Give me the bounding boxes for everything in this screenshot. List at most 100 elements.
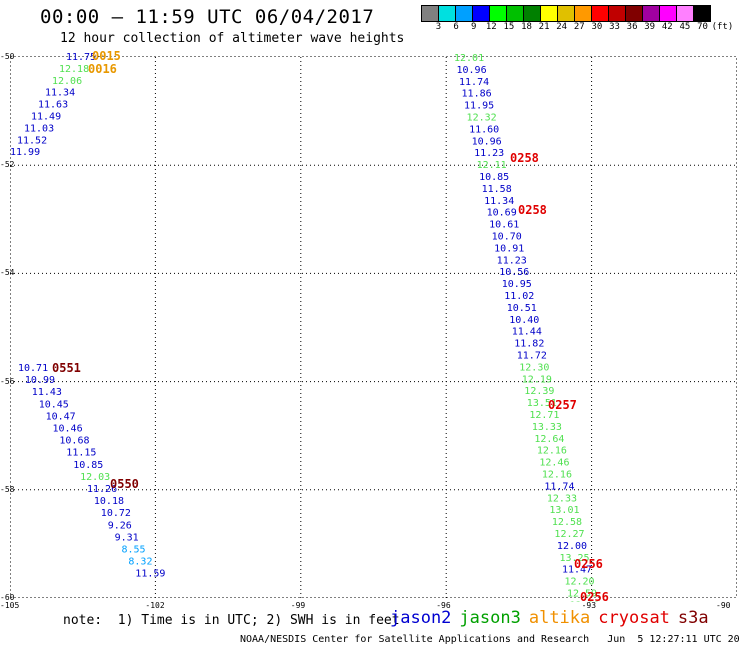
pass-time-label: 0257 [548,398,577,412]
wave-height-label: 10.69 [487,208,517,219]
y-tick-label: -54 [0,268,15,278]
wave-height-label: 13.51 [527,398,557,409]
wave-height-label: 9.31 [115,532,139,543]
wave-height-label: 12.30 [519,362,549,373]
wave-height-label: 10.40 [509,315,539,326]
wave-height-label: 10.18 [94,496,124,507]
footnote: note: 1) Time is in UTC; 2) SWH is in fe… [63,613,400,628]
x-tick-label: -90 [716,601,731,610]
wave-height-label: 10.56 [499,267,529,278]
pass-time-label: 0256 [574,557,603,571]
wave-height-label: 12.18 [59,64,89,75]
y-tick-label: -52 [0,160,15,170]
y-tick-label: -60 [0,593,15,602]
wave-height-label: 11.15 [66,448,96,459]
x-tick-label: -93 [581,601,597,610]
scale-label: 42 [661,22,673,32]
wave-height-label: 12.16 [542,470,572,481]
wave-height-label: 11.95 [464,101,494,112]
wave-height-label: 11.59 [135,569,165,580]
wave-height-label: 12.27 [554,529,584,540]
wave-height-label: 12.46 [539,458,569,469]
x-tick-label: -102 [145,601,165,610]
wave-height-label: 12.19 [522,374,552,385]
wave-height-label: 12.11 [477,160,507,171]
pass-time-label: 0550 [110,477,139,491]
wave-height-label: 10.51 [507,303,537,314]
wave-height-label: 10.85 [479,172,509,183]
legend-item-altika: altika [528,608,591,628]
plot-grid [10,56,737,598]
wave-height-label: 9.26 [108,520,132,531]
wave-height-label: 11.34 [45,88,75,99]
scale-label: 27 [573,22,585,32]
scale-label: 45 [679,22,691,32]
scale-label: 15 [503,22,515,32]
wave-height-label: 13.25 [559,553,589,564]
wave-height-label: 10.91 [494,243,524,254]
color-scale [421,5,711,22]
wave-height-label: 12.03 [80,472,110,483]
wave-height-label: 11.02 [504,291,534,302]
wave-height-label: 11.58 [482,184,512,195]
legend-item-cryosat: cryosat [598,608,670,628]
wave-height-label: 11.74 [544,481,574,492]
scale-label: 21 [538,22,550,32]
scale-label: 30 [591,22,603,32]
wave-height-label: 10.99 [25,375,55,386]
page-subtitle: 12 hour collection of altimeter wave hei… [60,31,405,46]
scale-label: 6 [453,22,459,32]
scale-label: 18 [521,22,532,32]
plot-frame [10,56,737,598]
pass-time-label: 0258 [518,203,547,217]
wave-height-label: 11.63 [38,100,68,111]
wave-height-label: 12.20 [564,577,594,588]
wave-height-label: 11.82 [514,339,544,350]
satellite-legend: jason2 jason3 altika cryosat s3a [390,608,717,628]
wave-height-label: 8.55 [122,545,146,556]
wave-height-label: 11.23 [497,255,527,266]
scale-label: 9 [470,22,477,32]
wave-height-label: 11.47 [562,565,592,576]
pass-time-label: 0016 [88,62,117,76]
pass-time-label: 0256 [580,590,609,602]
wave-height-label: 11.49 [31,112,61,123]
wave-height-label: 12.58 [552,517,582,528]
wave-height-label: 11.03 [24,123,54,134]
wave-height-plot: 11.7512.1812.0611.3411.6311.4911.0311.52… [10,49,737,602]
wave-height-label: 11.99 [10,147,40,158]
plot-marks: 11.7512.1812.0611.3411.6311.4911.0311.52… [10,49,609,602]
wave-height-label: 12.00 [557,541,587,552]
credit-line: NOAA/NESDIS Center for Satellite Applica… [240,634,740,645]
wave-height-label: 11.23 [474,148,504,159]
scale-label: 3 [435,22,442,32]
scale-label: 39 [644,22,656,32]
wave-height-label: 12.33 [547,493,577,504]
wave-height-label: 12.71 [529,410,559,421]
pass-time-label: 0015 [92,49,121,63]
color-scale-labels: 3 6 9 12 15 18 21 24 27 30 33 36 39 42 45 70 (ft) [422,22,740,34]
wave-height-label: 11.43 [32,387,62,398]
wave-height-label: 10.70 [492,232,522,243]
wave-height-label: 11.74 [459,77,489,88]
wave-height-label: 10.96 [457,65,487,76]
wave-height-label: 10.96 [472,136,502,147]
scale-label: 70 [697,22,708,32]
y-tick-label: -50 [0,52,15,61]
scale-label: (ft) [711,22,734,32]
pass-time-label: 0551 [52,361,81,375]
pass-time-label: 0258 [510,151,539,165]
wave-height-label: 13.01 [549,505,579,516]
wave-height-label: 12.16 [537,446,567,457]
wave-height-label: 10.85 [73,460,103,471]
wave-height-label: 10.71 [18,363,48,374]
wave-height-label: 10.68 [59,436,89,447]
wave-height-label: 11.72 [517,351,547,362]
scale-label: 36 [626,22,638,32]
wave-height-label: 11.44 [512,327,542,338]
wave-height-label: 11.60 [469,124,499,135]
wave-height-label: 12.09 [569,600,599,602]
wave-height-label: 10.61 [489,220,519,231]
wave-height-label: 10.47 [46,411,76,422]
page-title: 00:00 – 11:59 UTC 06/04/2017 [40,6,375,28]
